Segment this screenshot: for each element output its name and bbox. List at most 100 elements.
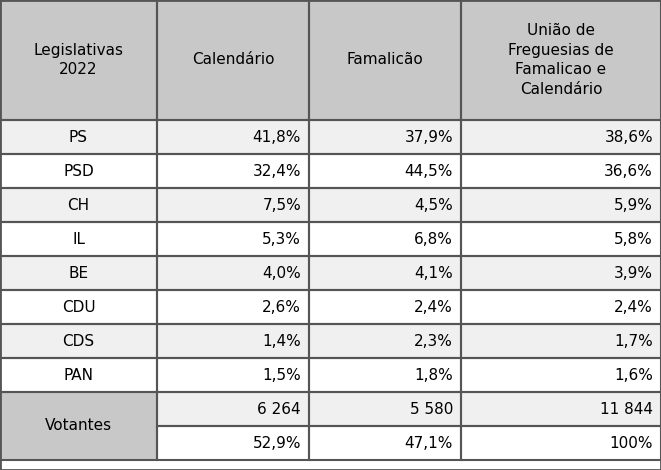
Text: 37,9%: 37,9% — [405, 130, 453, 144]
Bar — [157, 392, 309, 426]
Text: 2,6%: 2,6% — [262, 299, 301, 314]
Text: 6 264: 6 264 — [257, 401, 301, 416]
Bar — [461, 324, 661, 358]
Bar — [0, 324, 157, 358]
Bar — [309, 0, 461, 120]
Bar — [157, 256, 309, 290]
Text: 7,5%: 7,5% — [262, 197, 301, 212]
Bar — [461, 358, 661, 392]
Text: 4,1%: 4,1% — [414, 266, 453, 281]
Text: Famalicão: Famalicão — [346, 53, 424, 68]
Bar — [0, 290, 157, 324]
Text: 1,4%: 1,4% — [262, 334, 301, 348]
Bar — [0, 392, 157, 460]
Text: Calendário: Calendário — [192, 53, 274, 68]
Text: 6,8%: 6,8% — [414, 232, 453, 246]
Bar — [309, 358, 461, 392]
Bar — [0, 0, 157, 120]
Bar — [0, 256, 157, 290]
Bar — [0, 256, 157, 290]
Bar — [0, 222, 157, 256]
Bar — [461, 0, 661, 120]
Bar — [309, 290, 461, 324]
Text: 44,5%: 44,5% — [405, 164, 453, 179]
Text: PAN: PAN — [63, 368, 93, 383]
Bar — [309, 392, 461, 426]
Bar — [157, 290, 309, 324]
Bar — [461, 120, 661, 154]
Bar — [461, 256, 661, 290]
Bar — [309, 120, 461, 154]
Bar — [157, 256, 309, 290]
Text: PS: PS — [69, 130, 88, 144]
Bar — [309, 154, 461, 188]
Bar — [0, 154, 157, 188]
Bar — [157, 120, 309, 154]
Text: 3,9%: 3,9% — [614, 266, 653, 281]
Bar — [157, 358, 309, 392]
Bar — [309, 222, 461, 256]
Text: 2,3%: 2,3% — [414, 334, 453, 348]
Bar — [461, 120, 661, 154]
Text: 4,5%: 4,5% — [414, 197, 453, 212]
Text: 52,9%: 52,9% — [253, 436, 301, 451]
Bar — [461, 188, 661, 222]
Bar — [461, 426, 661, 460]
Bar — [157, 426, 309, 460]
Bar — [461, 392, 661, 426]
Text: 2,4%: 2,4% — [414, 299, 453, 314]
Bar — [461, 392, 661, 426]
Bar — [0, 0, 157, 120]
Text: 1,5%: 1,5% — [262, 368, 301, 383]
Bar — [309, 120, 461, 154]
Text: União de
Freguesias de
Famalicao e
Calendário: União de Freguesias de Famalicao e Calen… — [508, 23, 614, 97]
Bar — [157, 188, 309, 222]
Bar — [0, 358, 157, 392]
Bar — [309, 426, 461, 460]
Bar — [461, 256, 661, 290]
Bar — [461, 188, 661, 222]
Text: BE: BE — [69, 266, 89, 281]
Text: 1,8%: 1,8% — [414, 368, 453, 383]
Text: IL: IL — [72, 232, 85, 246]
Text: Votantes: Votantes — [45, 418, 112, 433]
Text: 5,8%: 5,8% — [614, 232, 653, 246]
Text: 38,6%: 38,6% — [604, 130, 653, 144]
Bar — [157, 154, 309, 188]
Bar — [0, 290, 157, 324]
Text: PSD: PSD — [63, 164, 94, 179]
Text: CDU: CDU — [61, 299, 95, 314]
Bar — [309, 188, 461, 222]
Bar — [309, 426, 461, 460]
Bar — [461, 426, 661, 460]
Bar — [309, 154, 461, 188]
Bar — [461, 154, 661, 188]
Bar — [157, 392, 309, 426]
Bar — [461, 0, 661, 120]
Bar — [309, 256, 461, 290]
Bar — [461, 290, 661, 324]
Bar — [157, 324, 309, 358]
Text: 1,6%: 1,6% — [614, 368, 653, 383]
Bar — [157, 222, 309, 256]
Text: 32,4%: 32,4% — [253, 164, 301, 179]
Text: 41,8%: 41,8% — [253, 130, 301, 144]
Bar — [157, 154, 309, 188]
Bar — [0, 222, 157, 256]
Bar — [0, 188, 157, 222]
Text: 1,7%: 1,7% — [614, 334, 653, 348]
Bar — [309, 222, 461, 256]
Bar — [309, 256, 461, 290]
Text: 4,0%: 4,0% — [262, 266, 301, 281]
Text: 100%: 100% — [609, 436, 653, 451]
Bar — [309, 324, 461, 358]
Bar — [0, 120, 157, 154]
Text: 5,3%: 5,3% — [262, 232, 301, 246]
Bar — [0, 120, 157, 154]
Text: 5,9%: 5,9% — [614, 197, 653, 212]
Text: 2,4%: 2,4% — [614, 299, 653, 314]
Bar — [157, 120, 309, 154]
Bar — [157, 0, 309, 120]
Bar — [461, 358, 661, 392]
Text: Legislativas
2022: Legislativas 2022 — [34, 43, 124, 78]
